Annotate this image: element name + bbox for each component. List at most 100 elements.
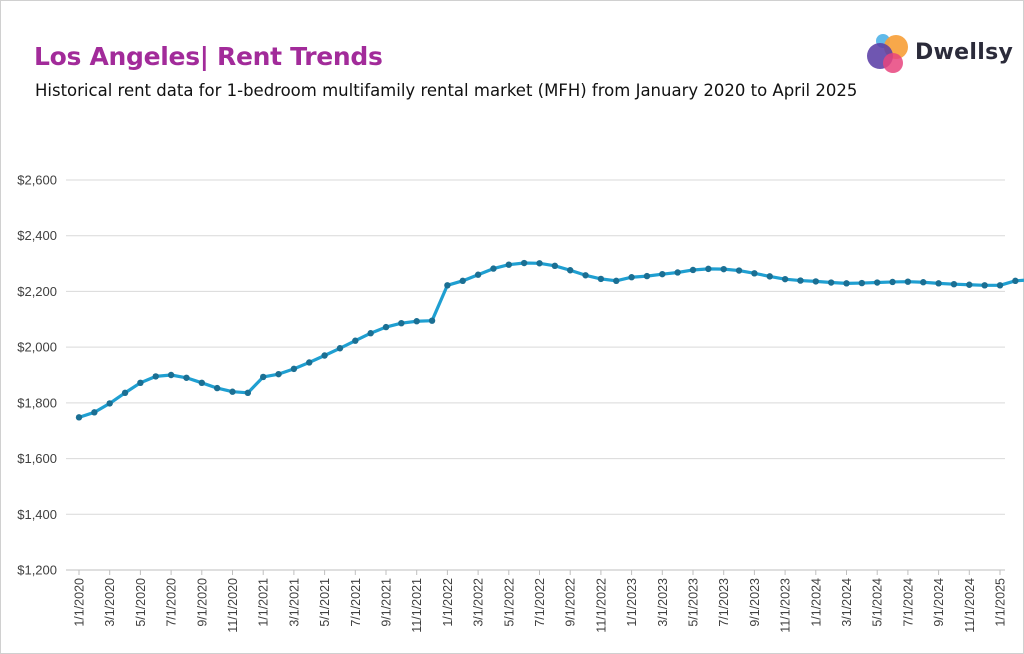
data-point (398, 319, 405, 327)
overlapping-circles-logo-icon (867, 34, 908, 73)
series-layer (75, 259, 1024, 421)
data-point (797, 277, 804, 284)
data-point (121, 389, 129, 397)
x-tick-label: 1/1/2020 (73, 578, 87, 627)
y-tick-label: $1,800 (17, 395, 57, 410)
data-point (1012, 277, 1019, 285)
x-tick-label: 1/1/2023 (625, 578, 639, 627)
data-point (567, 267, 574, 274)
y-tick-label: $1,400 (17, 507, 57, 522)
data-point (751, 270, 758, 277)
data-point (167, 371, 175, 379)
data-point (643, 272, 651, 280)
y-tick-label: $2,400 (17, 228, 57, 243)
x-tick-label: 7/1/2022 (533, 578, 547, 627)
data-point (444, 282, 451, 289)
data-point (152, 373, 159, 380)
x-tick-label: 9/1/2020 (195, 578, 209, 627)
logo-wordmark: Dwellsy (915, 40, 1014, 65)
x-tick-label: 9/1/2022 (564, 578, 578, 627)
y-tick-label: $1,600 (17, 451, 57, 466)
data-point (551, 262, 559, 269)
data-point (689, 266, 697, 274)
data-point (275, 370, 282, 378)
data-point (260, 373, 267, 381)
data-point (536, 260, 543, 267)
data-point (935, 280, 942, 287)
data-point (659, 270, 666, 278)
data-point (996, 282, 1004, 289)
data-point (827, 279, 835, 286)
x-tick-label: 3/1/2022 (472, 578, 486, 627)
data-point (920, 279, 927, 286)
data-point (843, 280, 850, 287)
x-tick-label: 1/1/2025 (994, 578, 1008, 627)
data-point (244, 389, 252, 397)
data-point (91, 409, 98, 416)
x-tick-label: 3/1/2024 (840, 578, 854, 627)
x-tick-label: 1/1/2022 (441, 578, 455, 627)
data-point (290, 365, 298, 373)
data-point (520, 259, 528, 267)
data-point (904, 278, 912, 285)
data-point (705, 265, 712, 273)
data-point (674, 269, 681, 276)
data-point (490, 265, 497, 272)
gridlines (66, 179, 1005, 571)
data-point (582, 272, 589, 279)
x-tick-label: 11/1/2021 (410, 578, 424, 633)
x-tick-label: 3/1/2023 (656, 578, 670, 627)
x-tick-label: 1/1/2024 (809, 578, 823, 627)
data-point (735, 267, 743, 274)
x-tick-label: 7/1/2024 (901, 578, 915, 627)
x-tick-label: 1/1/2021 (257, 578, 271, 627)
x-tick-label: 9/1/2024 (932, 578, 946, 627)
x-tick-label: 5/1/2023 (687, 578, 701, 627)
x-tick-label: 5/1/2022 (502, 578, 516, 627)
dwellsy-logo: Dwellsy (866, 30, 1016, 78)
data-point (874, 279, 881, 286)
data-point (336, 345, 344, 352)
data-point (106, 400, 113, 407)
data-point (229, 388, 236, 395)
x-tick-label: 5/1/2021 (318, 578, 332, 627)
y-tick-label: $2,200 (17, 284, 57, 299)
y-tick-label: $2,000 (17, 340, 57, 355)
data-point (597, 275, 605, 283)
y-tick-label: $2,600 (17, 173, 57, 188)
x-tick-label: 5/1/2020 (134, 578, 148, 627)
data-point (183, 374, 190, 381)
data-point (213, 384, 221, 392)
x-axis-ticks: 1/1/2020 3/1/2020 5/1/2020 7/1/2020 9/1/2020… (73, 570, 1008, 633)
x-tick-label: 3/1/2020 (103, 578, 117, 627)
data-point (966, 281, 973, 288)
data-point (413, 318, 420, 325)
data-point (781, 275, 789, 283)
x-tick-label: 7/1/2023 (717, 578, 731, 627)
data-point (613, 277, 620, 285)
data-point (306, 359, 313, 366)
chart-title: Los Angeles| Rent Trends (34, 42, 383, 71)
data-point (75, 414, 83, 421)
x-tick-label: 9/1/2021 (380, 578, 394, 627)
x-tick-label: 11/1/2024 (963, 578, 977, 633)
data-point (858, 279, 866, 287)
x-tick-label: 11/1/2020 (226, 578, 240, 633)
data-point (137, 379, 144, 386)
data-point (766, 273, 773, 280)
data-point (505, 261, 512, 268)
data-point (352, 337, 359, 344)
x-tick-label: 11/1/2023 (779, 578, 793, 633)
data-point (812, 278, 819, 285)
x-tick-label: 11/1/2022 (594, 578, 608, 633)
data-point (367, 330, 374, 337)
rent-series-line (77, 261, 1024, 419)
data-point (950, 280, 958, 288)
y-tick-label: $1,200 (17, 563, 57, 578)
data-point (981, 282, 988, 289)
x-tick-label: 9/1/2023 (748, 578, 762, 627)
x-tick-label: 3/1/2021 (287, 578, 301, 627)
data-point (198, 379, 205, 386)
